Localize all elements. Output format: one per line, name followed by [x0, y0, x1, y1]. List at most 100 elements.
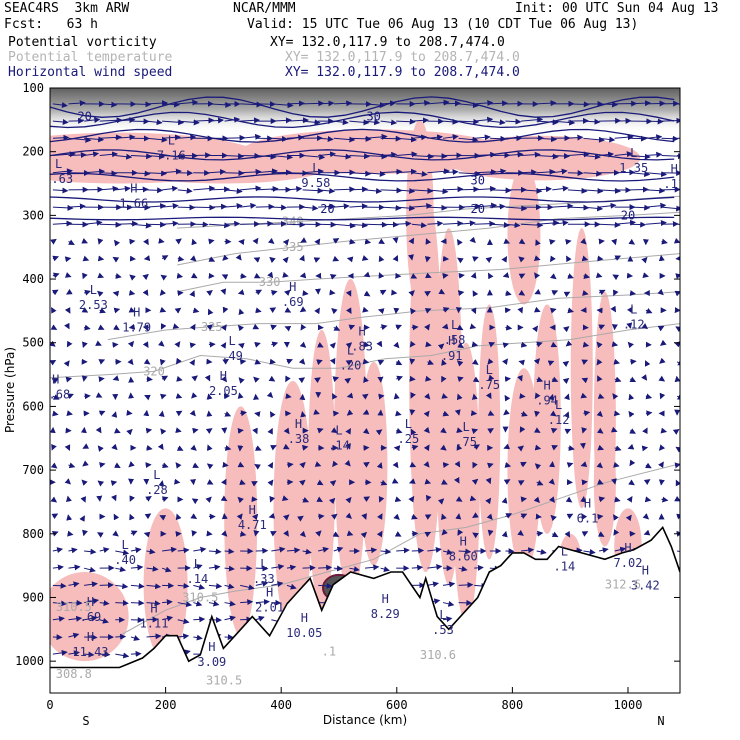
pv-extremum-value: .11 — [663, 177, 685, 191]
wind-arrow — [50, 359, 57, 366]
wind-arrow — [628, 393, 635, 401]
wind-arrow — [471, 359, 479, 365]
x-axis-title: Distance (km) — [323, 713, 407, 727]
wind-arrow — [598, 238, 605, 245]
pv-extremum-marker: H — [150, 602, 157, 616]
wind-arrow — [411, 324, 419, 331]
wind-arrow — [409, 307, 417, 315]
wind-arrow — [162, 185, 179, 192]
pv-extremum-marker: H — [460, 535, 467, 549]
wind-arrow — [378, 495, 385, 503]
wind-arrow — [286, 170, 309, 177]
wind-arrow — [97, 272, 105, 279]
wind-arrow — [302, 290, 309, 297]
wind-arrow — [549, 239, 556, 245]
wind-arrow — [64, 272, 72, 278]
wind-arrow — [583, 410, 591, 417]
pv-extremum-value: .12 — [623, 317, 645, 331]
wind-arrow — [474, 202, 498, 209]
wind-arrow — [503, 479, 511, 485]
pv-extremum-value: 7.02 — [614, 556, 643, 570]
wind-arrow — [628, 479, 635, 486]
wind-arrow — [329, 357, 336, 365]
pv-extremum-value: 9.58 — [301, 176, 330, 190]
wind-arrow — [286, 117, 310, 124]
wind-arrow — [143, 358, 151, 365]
wind-arrow — [659, 392, 666, 400]
wind-arrow — [99, 101, 118, 108]
wind-arrow — [550, 427, 558, 434]
wind-arrow — [240, 410, 247, 417]
wind-arrow — [408, 237, 415, 245]
wind-arrow — [645, 151, 663, 158]
wind-arrow — [318, 546, 330, 553]
wind-arrow — [440, 427, 447, 434]
wind-arrow — [474, 151, 497, 158]
pv-extremum-marker: H — [301, 611, 308, 625]
wind-arrow — [333, 153, 352, 160]
wind-arrow — [221, 478, 227, 486]
wind-speed-label: 20 — [77, 110, 91, 124]
wind-arrow — [84, 548, 97, 555]
theta-value-label: 310.6 — [420, 648, 456, 662]
wind-arrow — [83, 289, 91, 296]
wind-arrow — [206, 289, 213, 297]
wind-arrow — [566, 462, 574, 468]
wind-arrow — [564, 393, 570, 401]
wind-arrow — [364, 170, 386, 177]
x-tick-label: 400 — [270, 698, 292, 712]
wind-arrow — [130, 583, 145, 590]
wind-arrow — [411, 100, 431, 107]
wind-arrow — [411, 153, 435, 160]
pv-extremum-value: 4.71 — [238, 518, 267, 532]
wind-arrow — [395, 410, 402, 417]
pv-extremum-value: 11.43 — [72, 645, 108, 659]
wind-arrow — [486, 513, 493, 521]
wind-arrow — [552, 119, 576, 126]
wind-arrow — [441, 393, 448, 399]
wind-arrow — [346, 530, 354, 537]
pv-extremum-marker: H — [208, 640, 215, 654]
wind-arrow — [115, 599, 129, 606]
wind-arrow — [612, 274, 620, 281]
wind-arrow — [519, 426, 526, 433]
wind-arrow — [299, 341, 307, 348]
wind-arrow — [364, 153, 388, 160]
wind-arrow — [349, 238, 356, 245]
wind-arrow — [157, 443, 164, 451]
wind-arrow — [224, 116, 241, 123]
wind-arrow — [423, 444, 430, 452]
wind-arrow — [536, 548, 547, 555]
wind-arrow — [472, 512, 479, 518]
pv-extremum-marker: L — [405, 417, 412, 431]
wind-arrow — [378, 255, 385, 263]
wind-arrow — [235, 254, 242, 261]
wind-arrow — [411, 547, 425, 554]
wind-arrow — [489, 168, 507, 175]
wind-arrow — [613, 529, 620, 536]
wind-arrow — [533, 358, 541, 365]
wind-arrow — [52, 187, 69, 194]
wind-arrow — [224, 411, 232, 417]
x-tick-label: 200 — [155, 698, 177, 712]
wind-arrow — [377, 359, 385, 366]
wind-arrow — [599, 187, 622, 194]
wind-arrow — [581, 513, 588, 520]
wind-arrow — [613, 410, 621, 417]
wind-arrow — [177, 618, 190, 625]
wind-arrow — [458, 565, 468, 572]
wind-arrow — [68, 632, 80, 639]
wind-arrow — [642, 427, 648, 435]
wind-arrow — [473, 444, 481, 450]
pv-extremum-value: 8.68 — [41, 387, 70, 401]
wind-arrow — [396, 168, 417, 175]
wind-arrow — [567, 445, 575, 451]
pv-extremum-value: 7.16 — [157, 149, 186, 163]
wind-arrow — [345, 342, 353, 349]
wind-arrow — [424, 308, 432, 314]
wind-arrow — [142, 341, 149, 348]
wind-arrow — [536, 153, 559, 160]
wind-arrow — [562, 326, 570, 333]
wind-arrow — [285, 393, 292, 399]
wind-arrow — [489, 119, 506, 126]
